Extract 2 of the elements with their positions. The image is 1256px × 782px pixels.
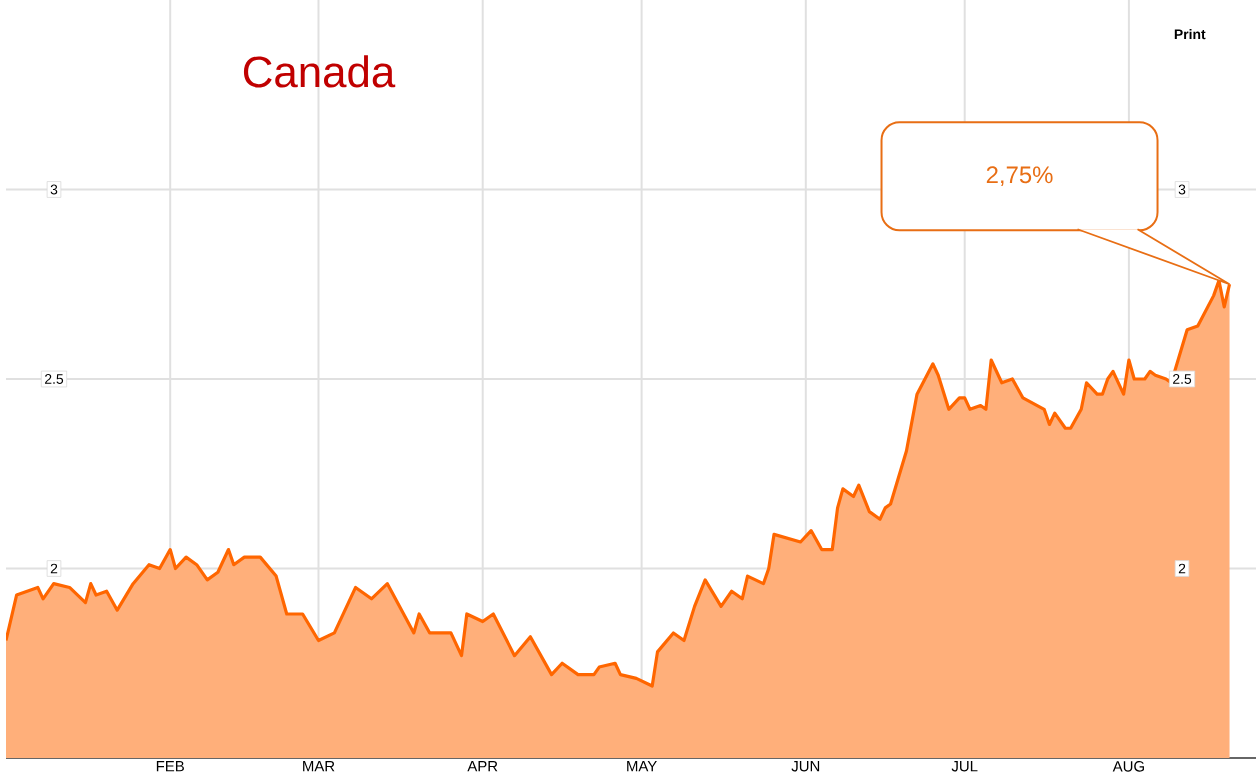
annotation: 2,75% (986, 166, 1053, 187)
text: Canada (243, 55, 396, 88)
